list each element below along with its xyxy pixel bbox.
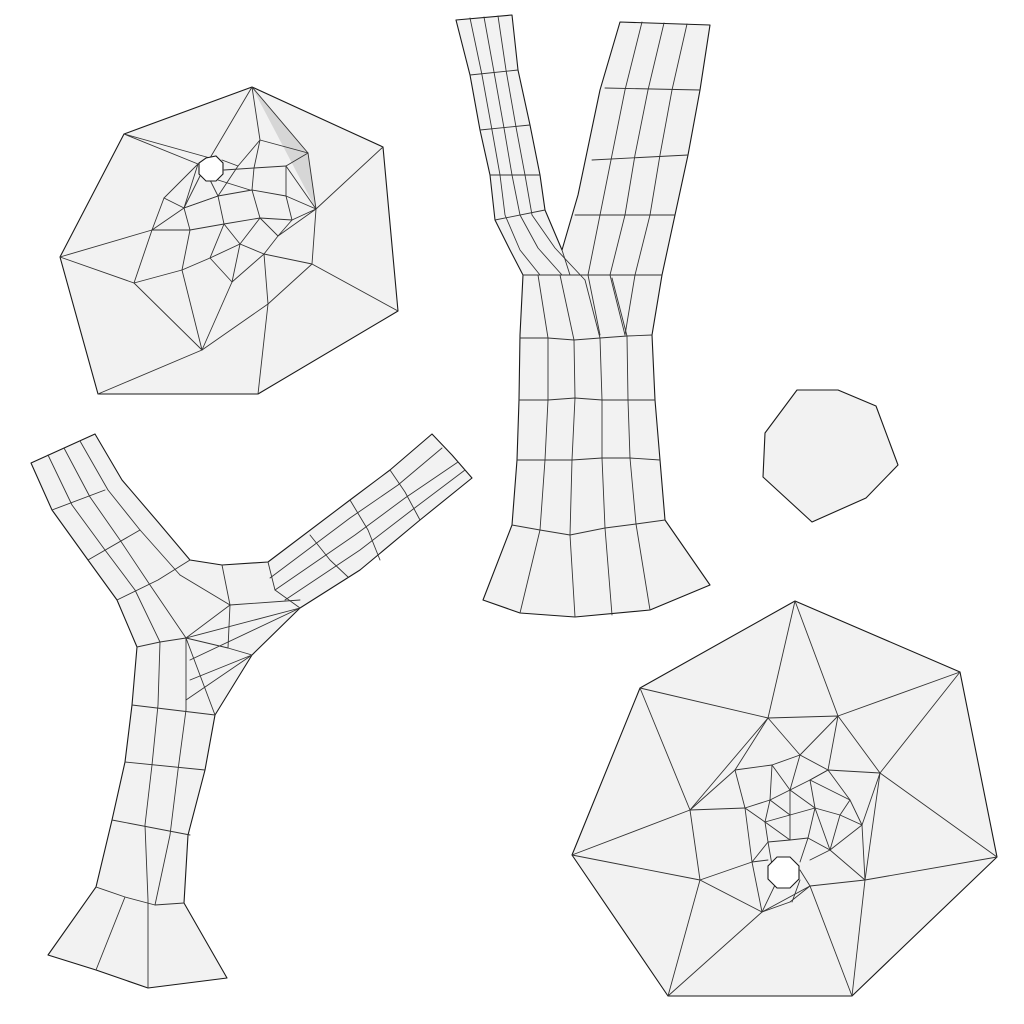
heptagon-mesh-with-hole <box>59 86 399 395</box>
star-heptagon-outline <box>572 601 997 996</box>
y-branch-mesh-edges <box>469 15 701 618</box>
tripod-quad-mesh <box>30 433 473 989</box>
heptagon-mesh-outline <box>60 87 398 394</box>
tripod-outline <box>31 434 472 988</box>
plain-heptagon-outline <box>762 389 899 523</box>
tripod-mesh-edges <box>47 440 466 989</box>
star-mesh-hole <box>767 856 800 889</box>
star-mesh-edges <box>571 600 998 997</box>
heptagon-mesh-edges <box>59 86 399 395</box>
shaded-triangle <box>252 87 316 209</box>
plain-heptagon <box>762 389 899 523</box>
heptagon-star-mesh-with-hole <box>571 600 998 997</box>
y-branch-quad-mesh <box>455 14 711 618</box>
mesh-hole <box>198 155 224 182</box>
y-branch-outline <box>456 15 710 617</box>
